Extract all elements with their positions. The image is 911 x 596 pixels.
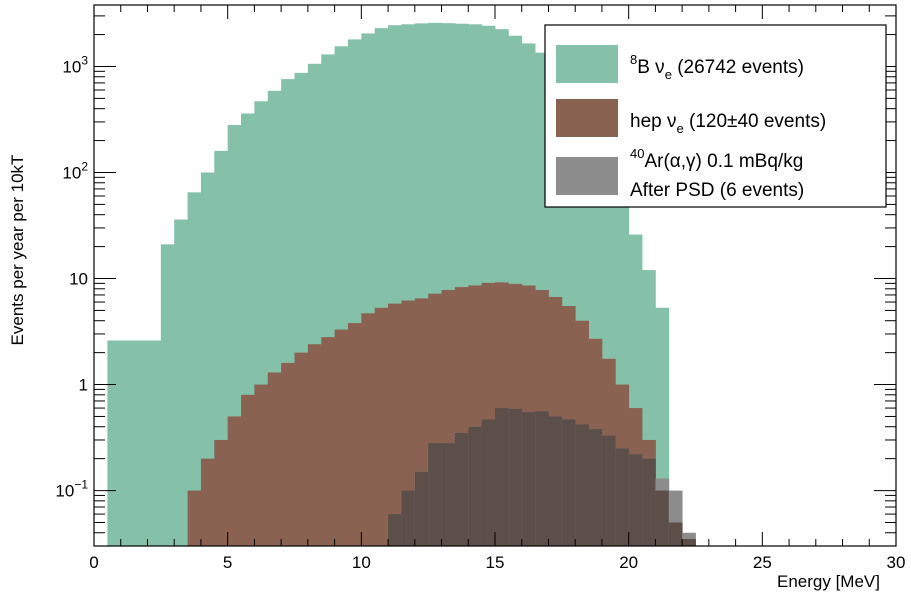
bar-overlap <box>682 539 696 546</box>
bar-overlap <box>642 459 656 546</box>
bar-hep <box>335 330 349 546</box>
bar-hep <box>295 353 309 546</box>
bar-b8 <box>174 220 188 546</box>
x-tick-label: 20 <box>619 553 638 572</box>
bar-hep <box>214 440 228 546</box>
y-axis-title: Events per year per 10kT <box>8 155 27 346</box>
x-tick-label: 10 <box>352 553 371 572</box>
bar-overlap <box>388 514 402 546</box>
legend-8b-main: B ν <box>637 57 664 78</box>
bar-overlap <box>589 429 603 546</box>
bar-hep <box>188 491 202 546</box>
bar-overlap <box>535 411 549 546</box>
bar-overlap <box>655 491 669 546</box>
bar-b8 <box>107 341 121 546</box>
x-tick-label: 15 <box>486 553 505 572</box>
bar-overlap <box>522 412 536 546</box>
bar-hep <box>321 337 335 546</box>
bar-overlap <box>455 433 469 546</box>
bar-overlap <box>575 424 589 546</box>
bar-hep <box>375 308 389 546</box>
bar-overlap <box>508 409 522 546</box>
legend-8b-sup: 8 <box>630 52 637 67</box>
legend-hep-sub: e <box>676 121 683 136</box>
x-tick-label: 0 <box>89 553 98 572</box>
legend-swatch-ar40 <box>556 157 618 195</box>
bar-overlap <box>615 448 629 546</box>
bar-hep <box>254 385 268 546</box>
bar-hep <box>228 416 242 546</box>
bar-overlap <box>562 419 576 546</box>
legend-8b-rest: (26742 events) <box>672 57 804 78</box>
bar-b8 <box>147 341 161 546</box>
bar-hep <box>201 459 215 546</box>
bar-hep <box>281 363 295 546</box>
bar-hep <box>388 304 402 546</box>
legend: 8B νe (26742 events) hep νe (120±40 even… <box>545 25 886 207</box>
legend-label-ar40-line2: After PSD (6 events) <box>630 180 804 201</box>
bar-b8 <box>161 244 175 546</box>
bar-overlap <box>442 443 456 546</box>
legend-hep-rest: (120±40 events) <box>684 111 826 132</box>
x-tick-label: 30 <box>887 553 906 572</box>
bar-overlap <box>548 416 562 546</box>
legend-swatch-hep <box>556 99 618 137</box>
bar-b8 <box>134 341 148 546</box>
bar-overlap <box>495 408 509 546</box>
bar-hep <box>348 323 362 546</box>
x-axis-title: Energy [MeV] <box>777 572 880 591</box>
bar-hep <box>361 313 375 546</box>
legend-8b-sub: e <box>665 67 672 82</box>
bar-overlap <box>629 454 643 546</box>
bar-overlap <box>482 419 496 546</box>
bar-overlap <box>468 427 482 546</box>
y-tick-label: 1 <box>79 376 88 395</box>
y-tick-label: 10 <box>69 270 88 289</box>
bar-b8 <box>121 341 135 546</box>
bar-hep <box>308 344 322 546</box>
bar-overlap <box>401 491 415 546</box>
legend-ar40-main: Ar(α,γ) 0.1 mBq/kg <box>644 151 803 172</box>
bar-overlap <box>428 443 442 546</box>
legend-swatch-b8 <box>556 45 618 83</box>
bar-overlap <box>602 436 616 546</box>
bar-overlap <box>669 522 683 546</box>
bar-overlap <box>415 472 429 546</box>
legend-ar40-sup: 40 <box>630 146 644 161</box>
bar-hep <box>268 372 282 546</box>
x-tick-label: 25 <box>753 553 772 572</box>
bar-hep <box>241 395 255 546</box>
legend-label-8b: 8B νe (26742 events) <box>630 52 804 82</box>
legend-hep-main: hep ν <box>630 111 676 132</box>
x-tick-label: 5 <box>223 553 232 572</box>
